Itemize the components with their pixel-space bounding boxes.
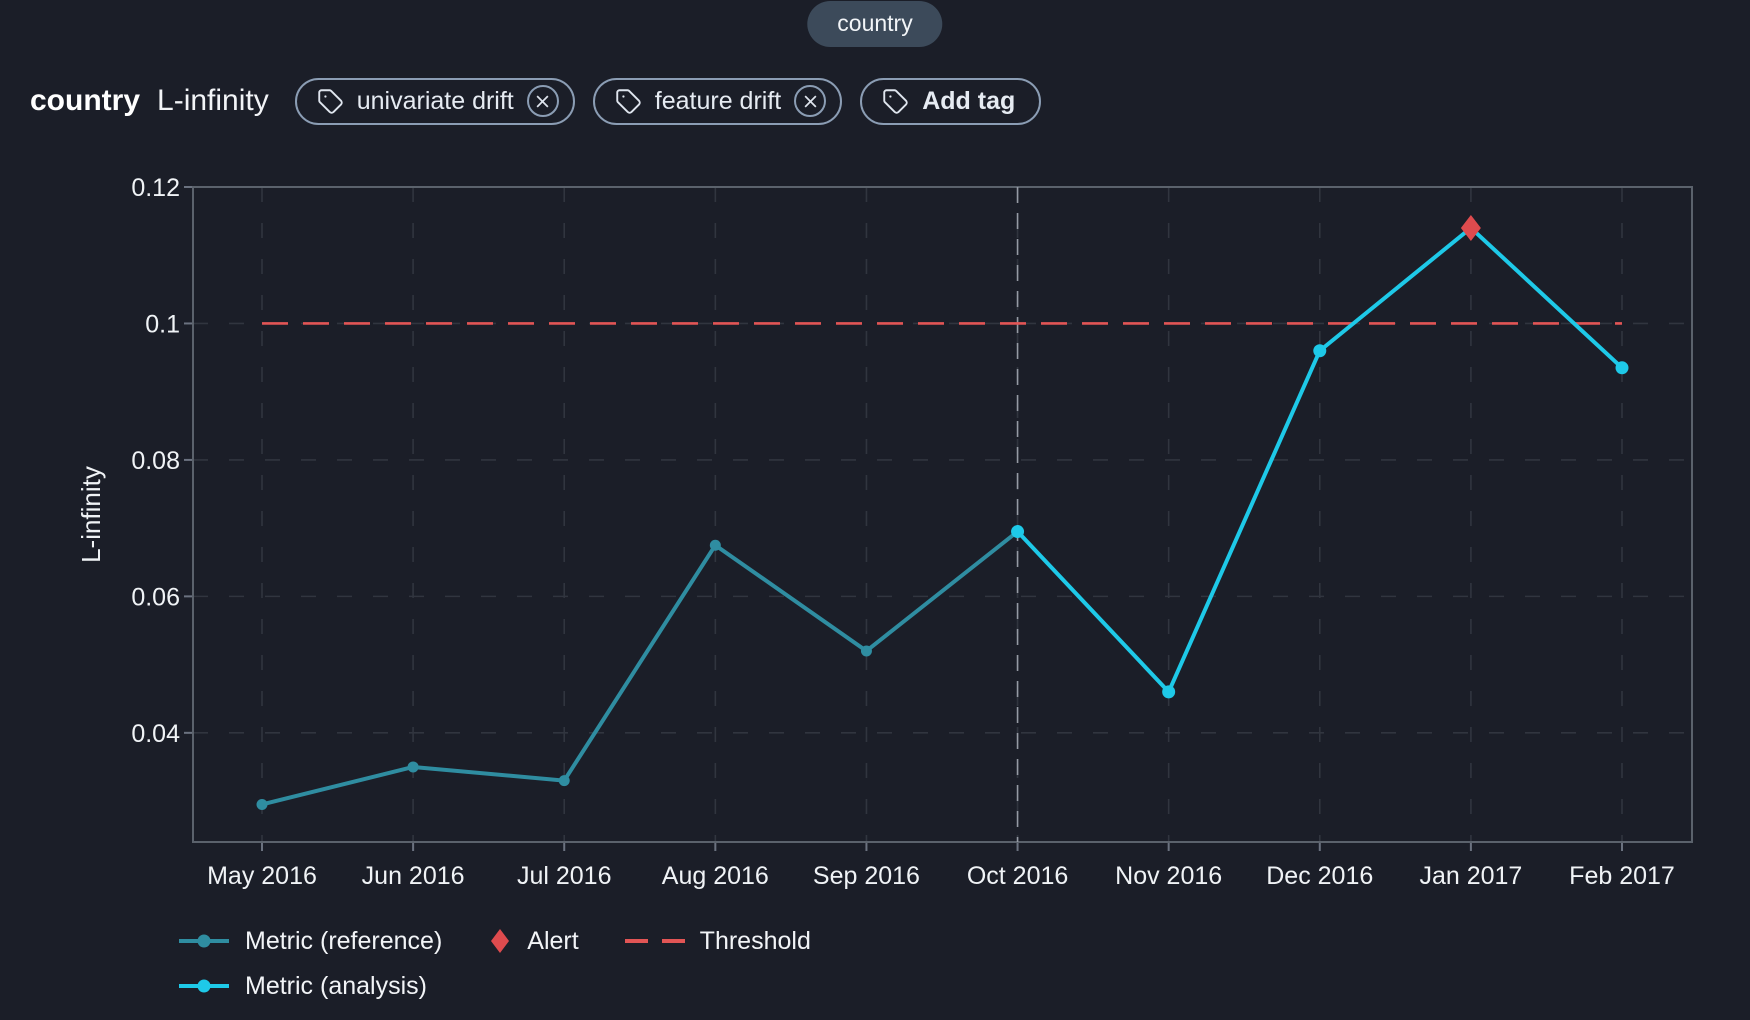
legend-row: Metric (reference) Alert Threshold xyxy=(178,922,857,960)
legend-label: Threshold xyxy=(699,926,811,955)
legend-label: Metric (reference) xyxy=(245,926,443,955)
title-row: country L-infinity univariate drift feat… xyxy=(30,77,1042,125)
x-tick-label: Oct 2016 xyxy=(967,862,1068,890)
add-tag-button[interactable]: Add tag xyxy=(860,77,1042,125)
data-point-marker xyxy=(256,798,268,810)
legend-label: Metric (analysis) xyxy=(245,971,427,1000)
reference-line xyxy=(260,529,1020,807)
data-point-marker xyxy=(860,645,872,657)
legend-item-analysis[interactable]: Metric (analysis) xyxy=(178,972,427,1001)
threshold-dash-swatch xyxy=(624,939,685,943)
data-point-marker xyxy=(1615,361,1629,375)
add-tag-label: Add tag xyxy=(922,86,1016,115)
y-tick-label: 0.08 xyxy=(131,447,180,475)
data-point-marker xyxy=(1162,685,1176,699)
alert-diamond-swatch xyxy=(491,929,510,953)
alert-marker xyxy=(1460,214,1481,241)
y-axis-title: L-infinity xyxy=(76,466,106,563)
reference-line-swatch xyxy=(179,934,229,948)
drift-chart: May 2016 Jun 2016 Jul 2016 Aug 2016 Sep 2016… xyxy=(76,174,1693,890)
y-tick-label: 0.06 xyxy=(131,583,180,611)
data-point-marker xyxy=(1011,525,1025,539)
x-tick-label: Feb 2017 xyxy=(1569,862,1675,890)
tag-pill-feature-drift[interactable]: feature drift xyxy=(592,77,843,125)
plot-border xyxy=(192,186,1693,843)
tag-icon xyxy=(615,88,642,115)
y-tick-label: 0.04 xyxy=(131,720,180,748)
legend-row: Metric (analysis) xyxy=(178,967,857,1005)
tag-label: feature drift xyxy=(654,86,782,115)
x-tick-label: Aug 2016 xyxy=(662,862,769,890)
remove-tag-button[interactable] xyxy=(794,85,827,117)
x-tick-label: Jun 2016 xyxy=(362,862,465,890)
legend: Metric (reference) Alert Threshold Metri… xyxy=(178,922,857,1012)
x-tick-label: May 2016 xyxy=(207,862,317,890)
data-point-marker xyxy=(407,761,419,773)
legend-item-reference[interactable]: Metric (reference) xyxy=(178,927,442,956)
legend-item-threshold[interactable]: Threshold xyxy=(624,926,811,956)
x-tick-label: Dec 2016 xyxy=(1266,862,1373,890)
close-icon xyxy=(804,95,817,107)
analysis-line-swatch xyxy=(179,979,229,993)
x-tick-label: Jul 2016 xyxy=(517,862,612,890)
tag-label: univariate drift xyxy=(356,86,514,115)
data-point-marker xyxy=(709,539,721,551)
metric-name: L-infinity xyxy=(157,84,269,117)
y-tick-label: 0.1 xyxy=(145,310,180,338)
tag-icon xyxy=(882,88,909,115)
page-title: country xyxy=(30,84,141,117)
close-icon xyxy=(536,95,549,107)
remove-tag-button[interactable] xyxy=(526,85,559,117)
tag-pill-univariate-drift[interactable]: univariate drift xyxy=(294,77,575,125)
x-tick-label: Jan 2017 xyxy=(1419,862,1522,890)
data-point-marker xyxy=(1313,344,1327,358)
data-point-marker xyxy=(558,775,570,787)
y-tick-label: 0.12 xyxy=(131,174,180,202)
tag-icon xyxy=(317,88,344,115)
legend-item-alert[interactable]: Alert xyxy=(488,926,579,956)
x-tick-label: Nov 2016 xyxy=(1115,862,1222,890)
legend-label: Alert xyxy=(527,926,579,955)
feature-pill[interactable]: country xyxy=(807,1,943,47)
x-tick-label: Sep 2016 xyxy=(813,862,920,890)
